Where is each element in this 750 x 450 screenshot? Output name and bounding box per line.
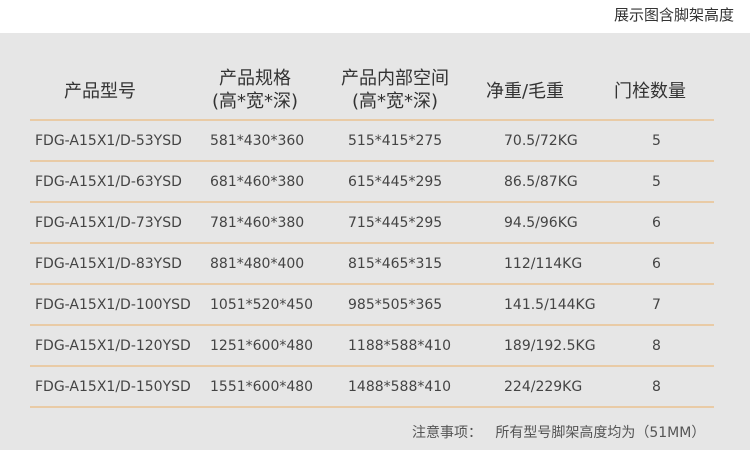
note-text: 所有型号脚架高度均为（51MM） [495,425,706,441]
header-spec: 产品规格 (高*宽*深) [200,67,310,113]
cell-spec: 781*460*380 [210,215,305,231]
cell-inner: 1188*588*410 [348,338,452,354]
header-inner-title: 产品内部空间 [341,68,449,89]
table-row: FDG-A15X1/D-73YSD 781*460*380 715*445*295 9… [30,203,714,244]
table-row: FDG-A15X1/D-120YSD 1251*600*480 1188*588*4… [30,326,714,367]
cell-model: FDG-A15X1/D-120YSD [35,338,191,354]
cell-weight: 112/114KG [504,256,583,272]
cell-bolts: 5 [652,174,661,190]
table-header: 产品型号 产品规格 (高*宽*深) 产品内部空间 (高*宽*深) 净重/毛重 门栓数… [30,63,714,121]
header-inner: 产品内部空间 (高*宽*深) [330,67,460,113]
header-spec-sub: (高*宽*深) [211,91,299,112]
note-label: 注意事项： [412,425,482,441]
cell-weight: 70.5/72KG [504,133,578,149]
table-row: FDG-A15X1/D-100YSD 1051*520*450 985*505*36… [30,285,714,326]
cell-bolts: 6 [652,256,661,272]
cell-spec: 581*430*360 [210,133,305,149]
table-row: FDG-A15X1/D-53YSD 581*430*360 515*415*275 7… [30,121,714,162]
cell-weight: 189/192.5KG [504,338,596,354]
header-spec-title: 产品规格 [219,68,291,89]
cell-inner: 715*445*295 [348,215,443,231]
caption: 展示图含脚架高度 [613,6,734,24]
cell-model: FDG-A15X1/D-53YSD [35,133,182,149]
cell-weight: 86.5/87KG [504,174,578,190]
cell-weight: 94.5/96KG [504,215,578,231]
cell-bolts: 8 [652,379,661,395]
cell-inner: 815*465*315 [348,256,443,272]
header-inner-sub: (高*宽*深) [351,91,439,112]
cell-model: FDG-A15X1/D-63YSD [35,174,182,190]
spec-table-panel: 产品型号 产品规格 (高*宽*深) 产品内部空间 (高*宽*深) 净重/毛重 门栓数… [0,33,750,450]
cell-model: FDG-A15X1/D-150YSD [35,379,191,395]
header-model: 产品型号 [64,81,136,102]
cell-model: FDG-A15X1/D-100YSD [35,297,191,313]
cell-bolts: 6 [652,215,661,231]
cell-spec: 1551*600*480 [210,379,314,395]
note: 注意事项： 所有型号脚架高度均为（51MM） [412,422,705,442]
table-row: FDG-A15X1/D-83YSD 881*480*400 815*465*315 1… [30,244,714,285]
cell-bolts: 8 [652,338,661,354]
cell-inner: 985*505*365 [348,297,443,313]
cell-inner: 515*415*275 [348,133,443,149]
cell-bolts: 5 [652,133,661,149]
cell-spec: 681*460*380 [210,174,305,190]
header-weight: 净重/毛重 [485,81,565,102]
cell-bolts: 7 [652,297,661,313]
cell-spec: 881*480*400 [210,256,305,272]
header-bolts: 门栓数量 [614,81,686,102]
table-row: FDG-A15X1/D-63YSD 681*460*380 615*445*295 8… [30,162,714,203]
table-row: FDG-A15X1/D-150YSD 1551*600*480 1488*588*4… [30,367,714,408]
cell-inner: 615*445*295 [348,174,443,190]
cell-weight: 224/229KG [504,379,583,395]
cell-model: FDG-A15X1/D-83YSD [35,256,182,272]
cell-spec: 1251*600*480 [210,338,314,354]
cell-model: FDG-A15X1/D-73YSD [35,215,182,231]
cell-inner: 1488*588*410 [348,379,452,395]
cell-spec: 1051*520*450 [210,297,314,313]
cell-weight: 141.5/144KG [504,297,596,313]
